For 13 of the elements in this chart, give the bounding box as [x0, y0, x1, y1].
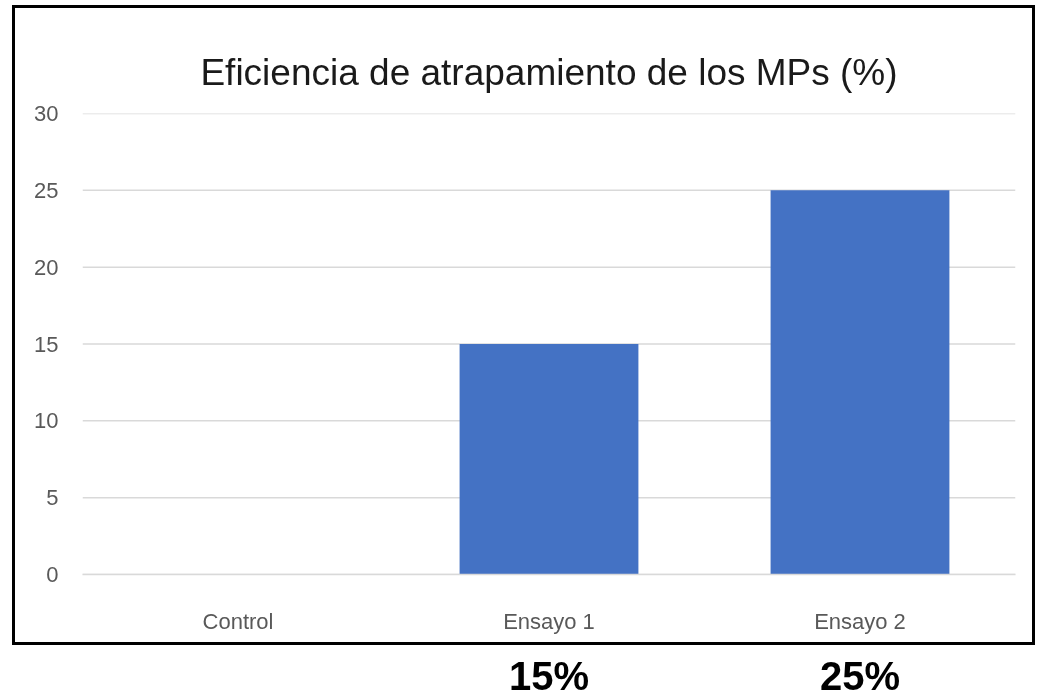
data-label: 15%	[508, 653, 590, 698]
y-tick-label: 20	[34, 254, 59, 280]
y-tick-label: 5	[46, 485, 59, 511]
y-tick-label: 10	[34, 408, 59, 434]
y-tick-label: 0	[46, 562, 59, 587]
x-tick-label: Ensayo 1	[503, 608, 595, 634]
y-tick-label: 15	[34, 331, 59, 357]
y-tick-label: 25	[34, 177, 59, 203]
data-label: 25%	[819, 653, 901, 698]
x-tick-label: Control	[202, 608, 274, 634]
x-tick-label: Ensayo 2	[814, 608, 906, 634]
y-tick-label: 30	[34, 101, 59, 126]
chart-title: Eficiencia de atrapamiento de los MPs (%)	[200, 51, 898, 93]
